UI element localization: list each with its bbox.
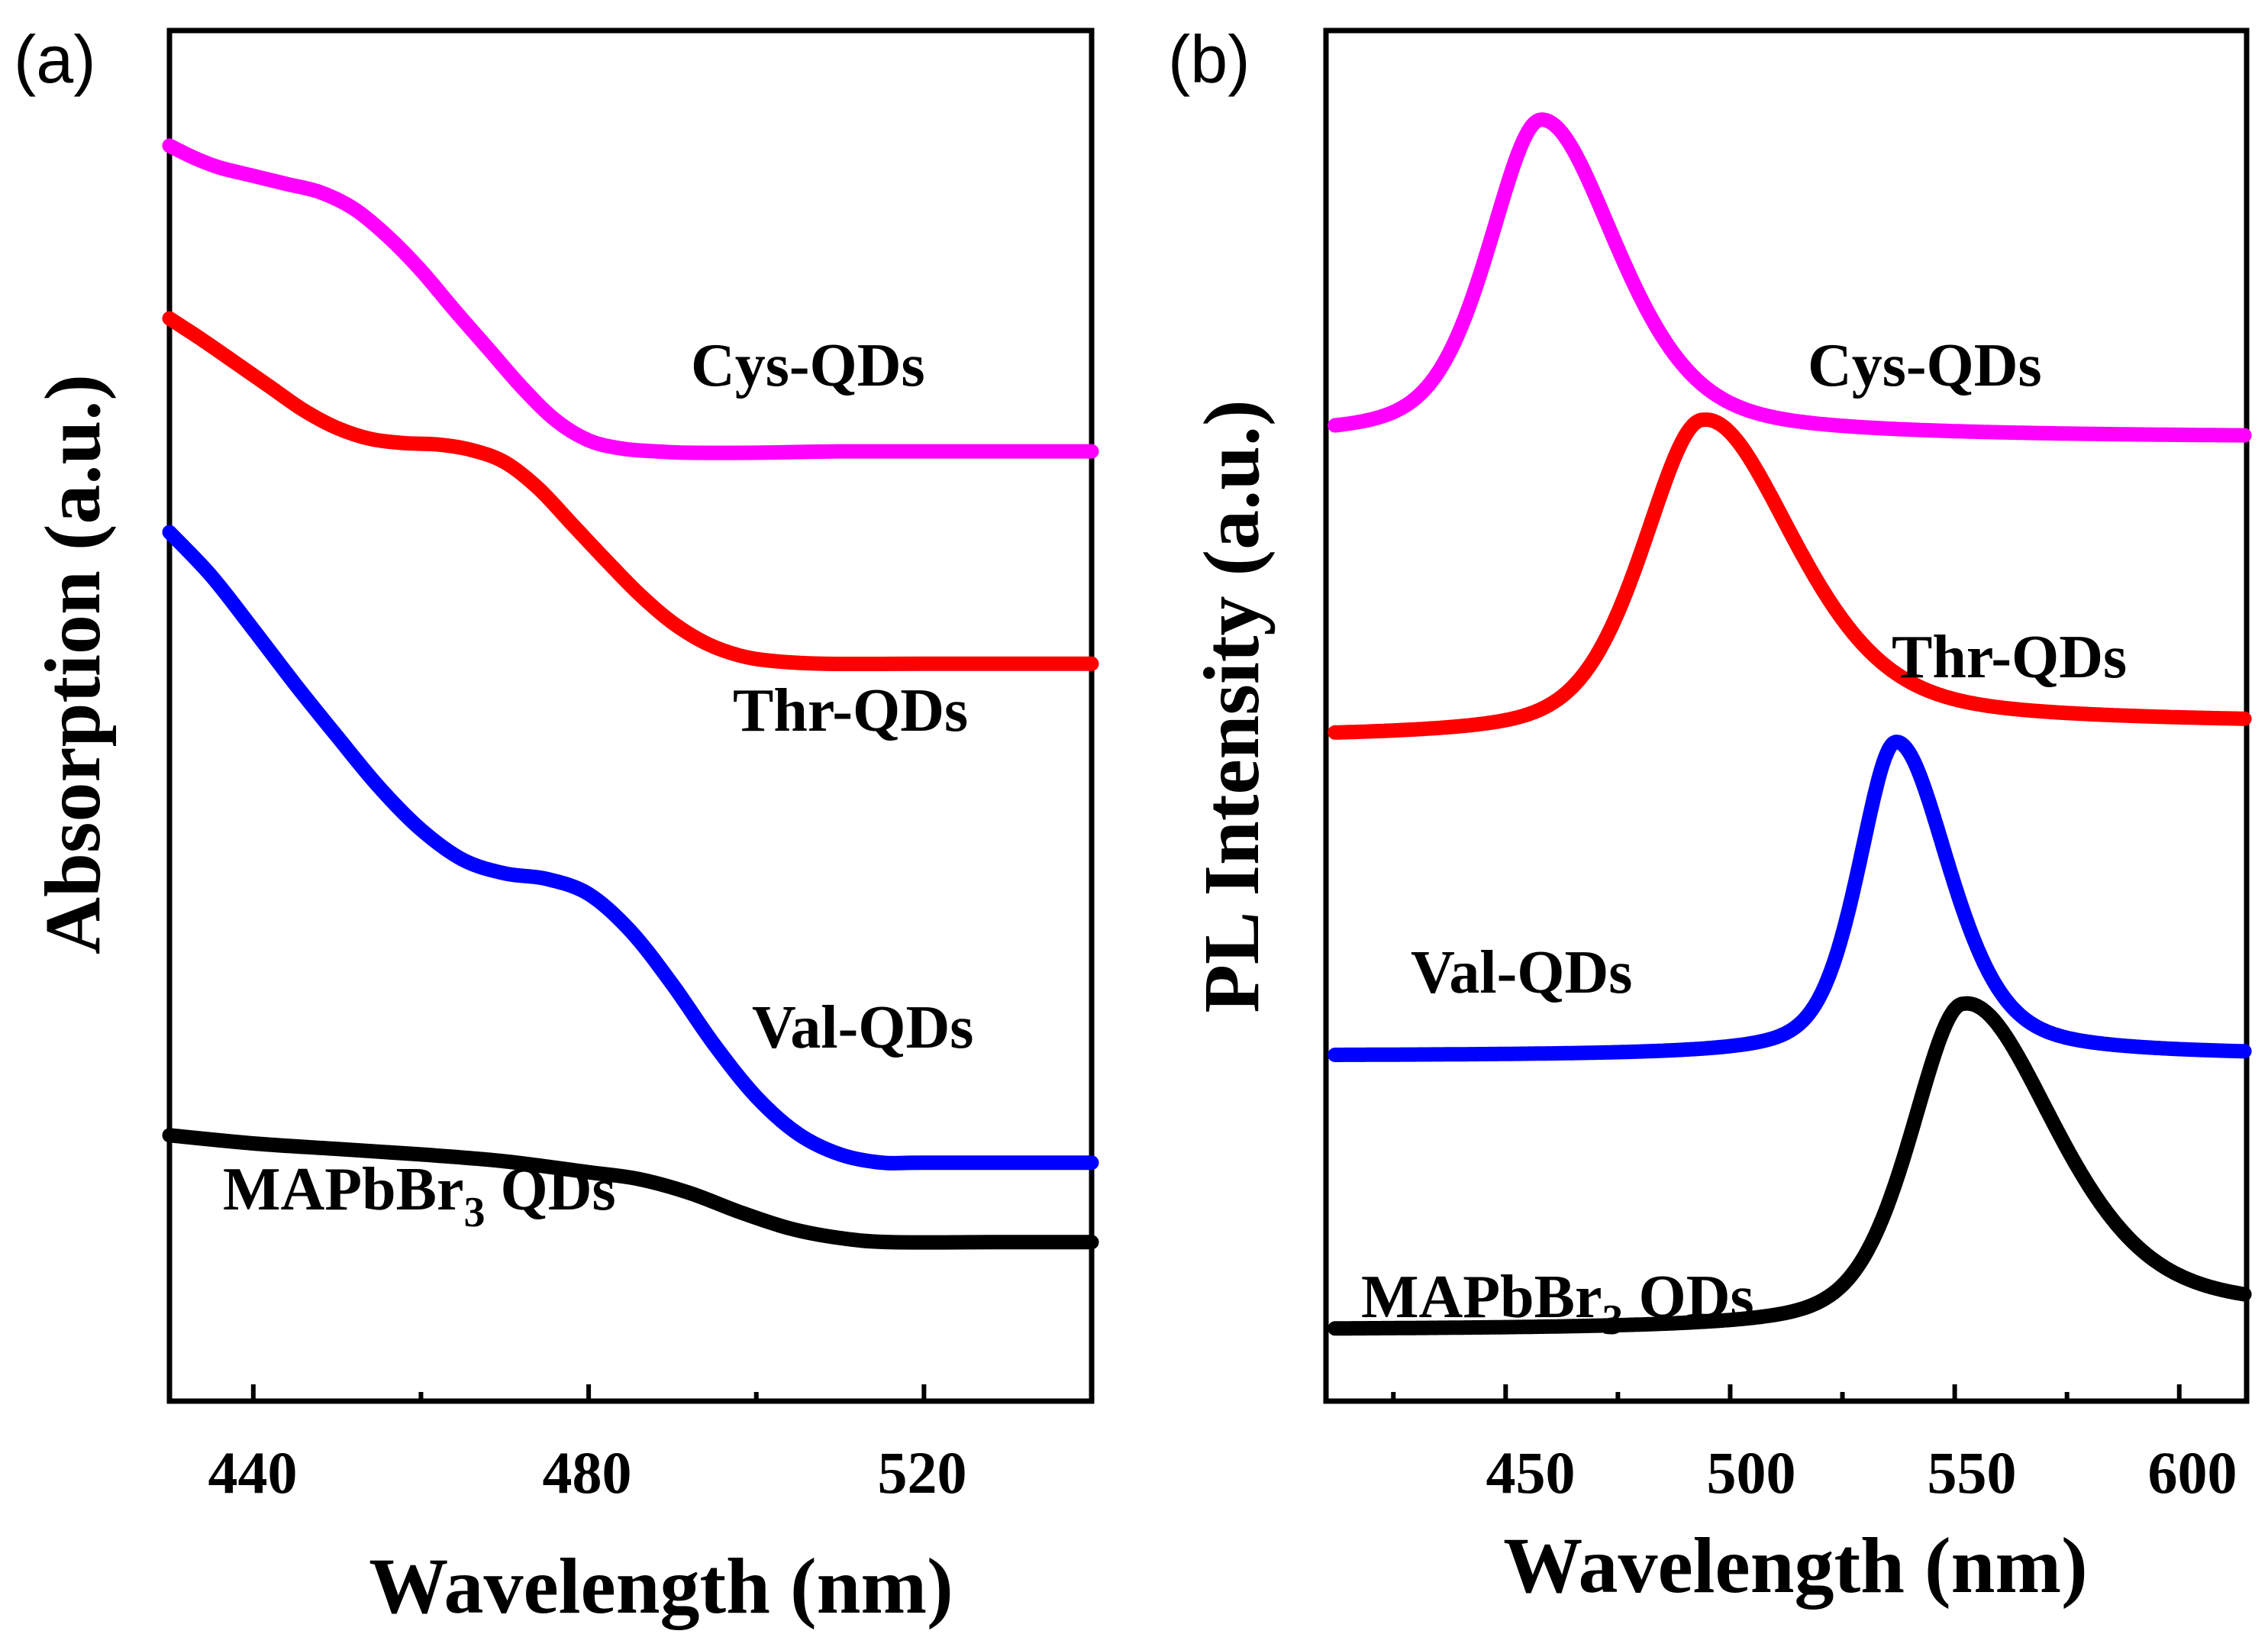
panel-a-tick-label-440: 440 (208, 1439, 298, 1506)
panel-a-x-axis-title: Wavelength (nm) (369, 1542, 953, 1630)
panel-a-tick-label-520: 520 (878, 1439, 967, 1506)
panel-b-tick-labels: 450 500 550 600 (1486, 1439, 2237, 1506)
panel-a-y-axis-title: Absorption (a.u.) (29, 374, 117, 954)
panel-b-label-mapbbr3: MAPbBr3 QDs (1361, 1264, 1754, 1344)
panel-b-tick-label-600: 600 (2148, 1439, 2237, 1506)
panel-b-y-axis-title: PL Intensity (a.u.) (1188, 399, 1276, 1012)
panel-a-label-mapbbr3-sub: 3 (464, 1189, 486, 1236)
panel-a-letter: (a) (14, 21, 96, 97)
panel-a-x-ticks (250, 1384, 927, 1401)
panel-b-curves (1328, 112, 2252, 1336)
panel-a-tick-labels: 440 480 520 (208, 1439, 967, 1506)
panel-b-label-mapbbr3-tail: QDs (1624, 1264, 1754, 1331)
panel-b-curve-thr-qds (1328, 412, 2252, 740)
panel-a-label-mapbbr3-main: MAPbBr (223, 1156, 464, 1223)
panel-b-tick-label-550: 550 (1928, 1439, 2017, 1506)
panel-a-curve-cys-qds (162, 138, 1099, 460)
panel-b-x-ticks (1391, 1384, 2182, 1401)
panel-b-curve-cys-qds (1328, 112, 2252, 443)
panel-a-label-mapbbr3-tail: QDs (486, 1156, 616, 1223)
panel-a-label-mapbbr3: MAPbBr3 QDs (223, 1156, 616, 1236)
panel-b-label-mapbbr3-sub: 3 (1602, 1297, 1624, 1344)
panel-b-letter: (b) (1168, 21, 1250, 97)
panel-b: (b) 450 500 550 600 Wavelength (nm) PL I… (1168, 21, 2252, 1610)
panel-a-tick-label-480: 480 (543, 1439, 632, 1506)
panel-a-label-cys: Cys-QDs (691, 332, 925, 399)
panel-b-tick-label-500: 500 (1707, 1439, 1796, 1506)
panel-a-label-val: Val-QDs (752, 994, 973, 1061)
panel-b-curve-mapbbr3-qds (1328, 996, 2252, 1336)
panel-a-curve-thr-qds (162, 311, 1099, 672)
panel-a-curve-val-qds (162, 525, 1099, 1171)
panel-b-curve-val-qds (1328, 735, 2252, 1062)
panel-b-label-thr: Thr-QDs (1892, 624, 2127, 691)
panel-a-curves (162, 138, 1099, 1250)
panel-a-label-thr: Thr-QDs (733, 677, 968, 744)
panel-b-label-mapbbr3-main: MAPbBr (1361, 1264, 1602, 1331)
panel-b-tick-label-450: 450 (1486, 1439, 1576, 1506)
panel-b-label-cys: Cys-QDs (1808, 332, 2042, 399)
panel-b-label-val: Val-QDs (1411, 939, 1632, 1006)
panel-b-x-axis-title: Wavelength (nm) (1503, 1522, 2088, 1610)
panel-a-frame (166, 27, 1095, 1404)
panel-a-curve-mapbbr3-qds (162, 1128, 1099, 1250)
panel-a: (a) 440 480 520 Wavelength (nm) Absorpti… (14, 21, 1099, 1630)
